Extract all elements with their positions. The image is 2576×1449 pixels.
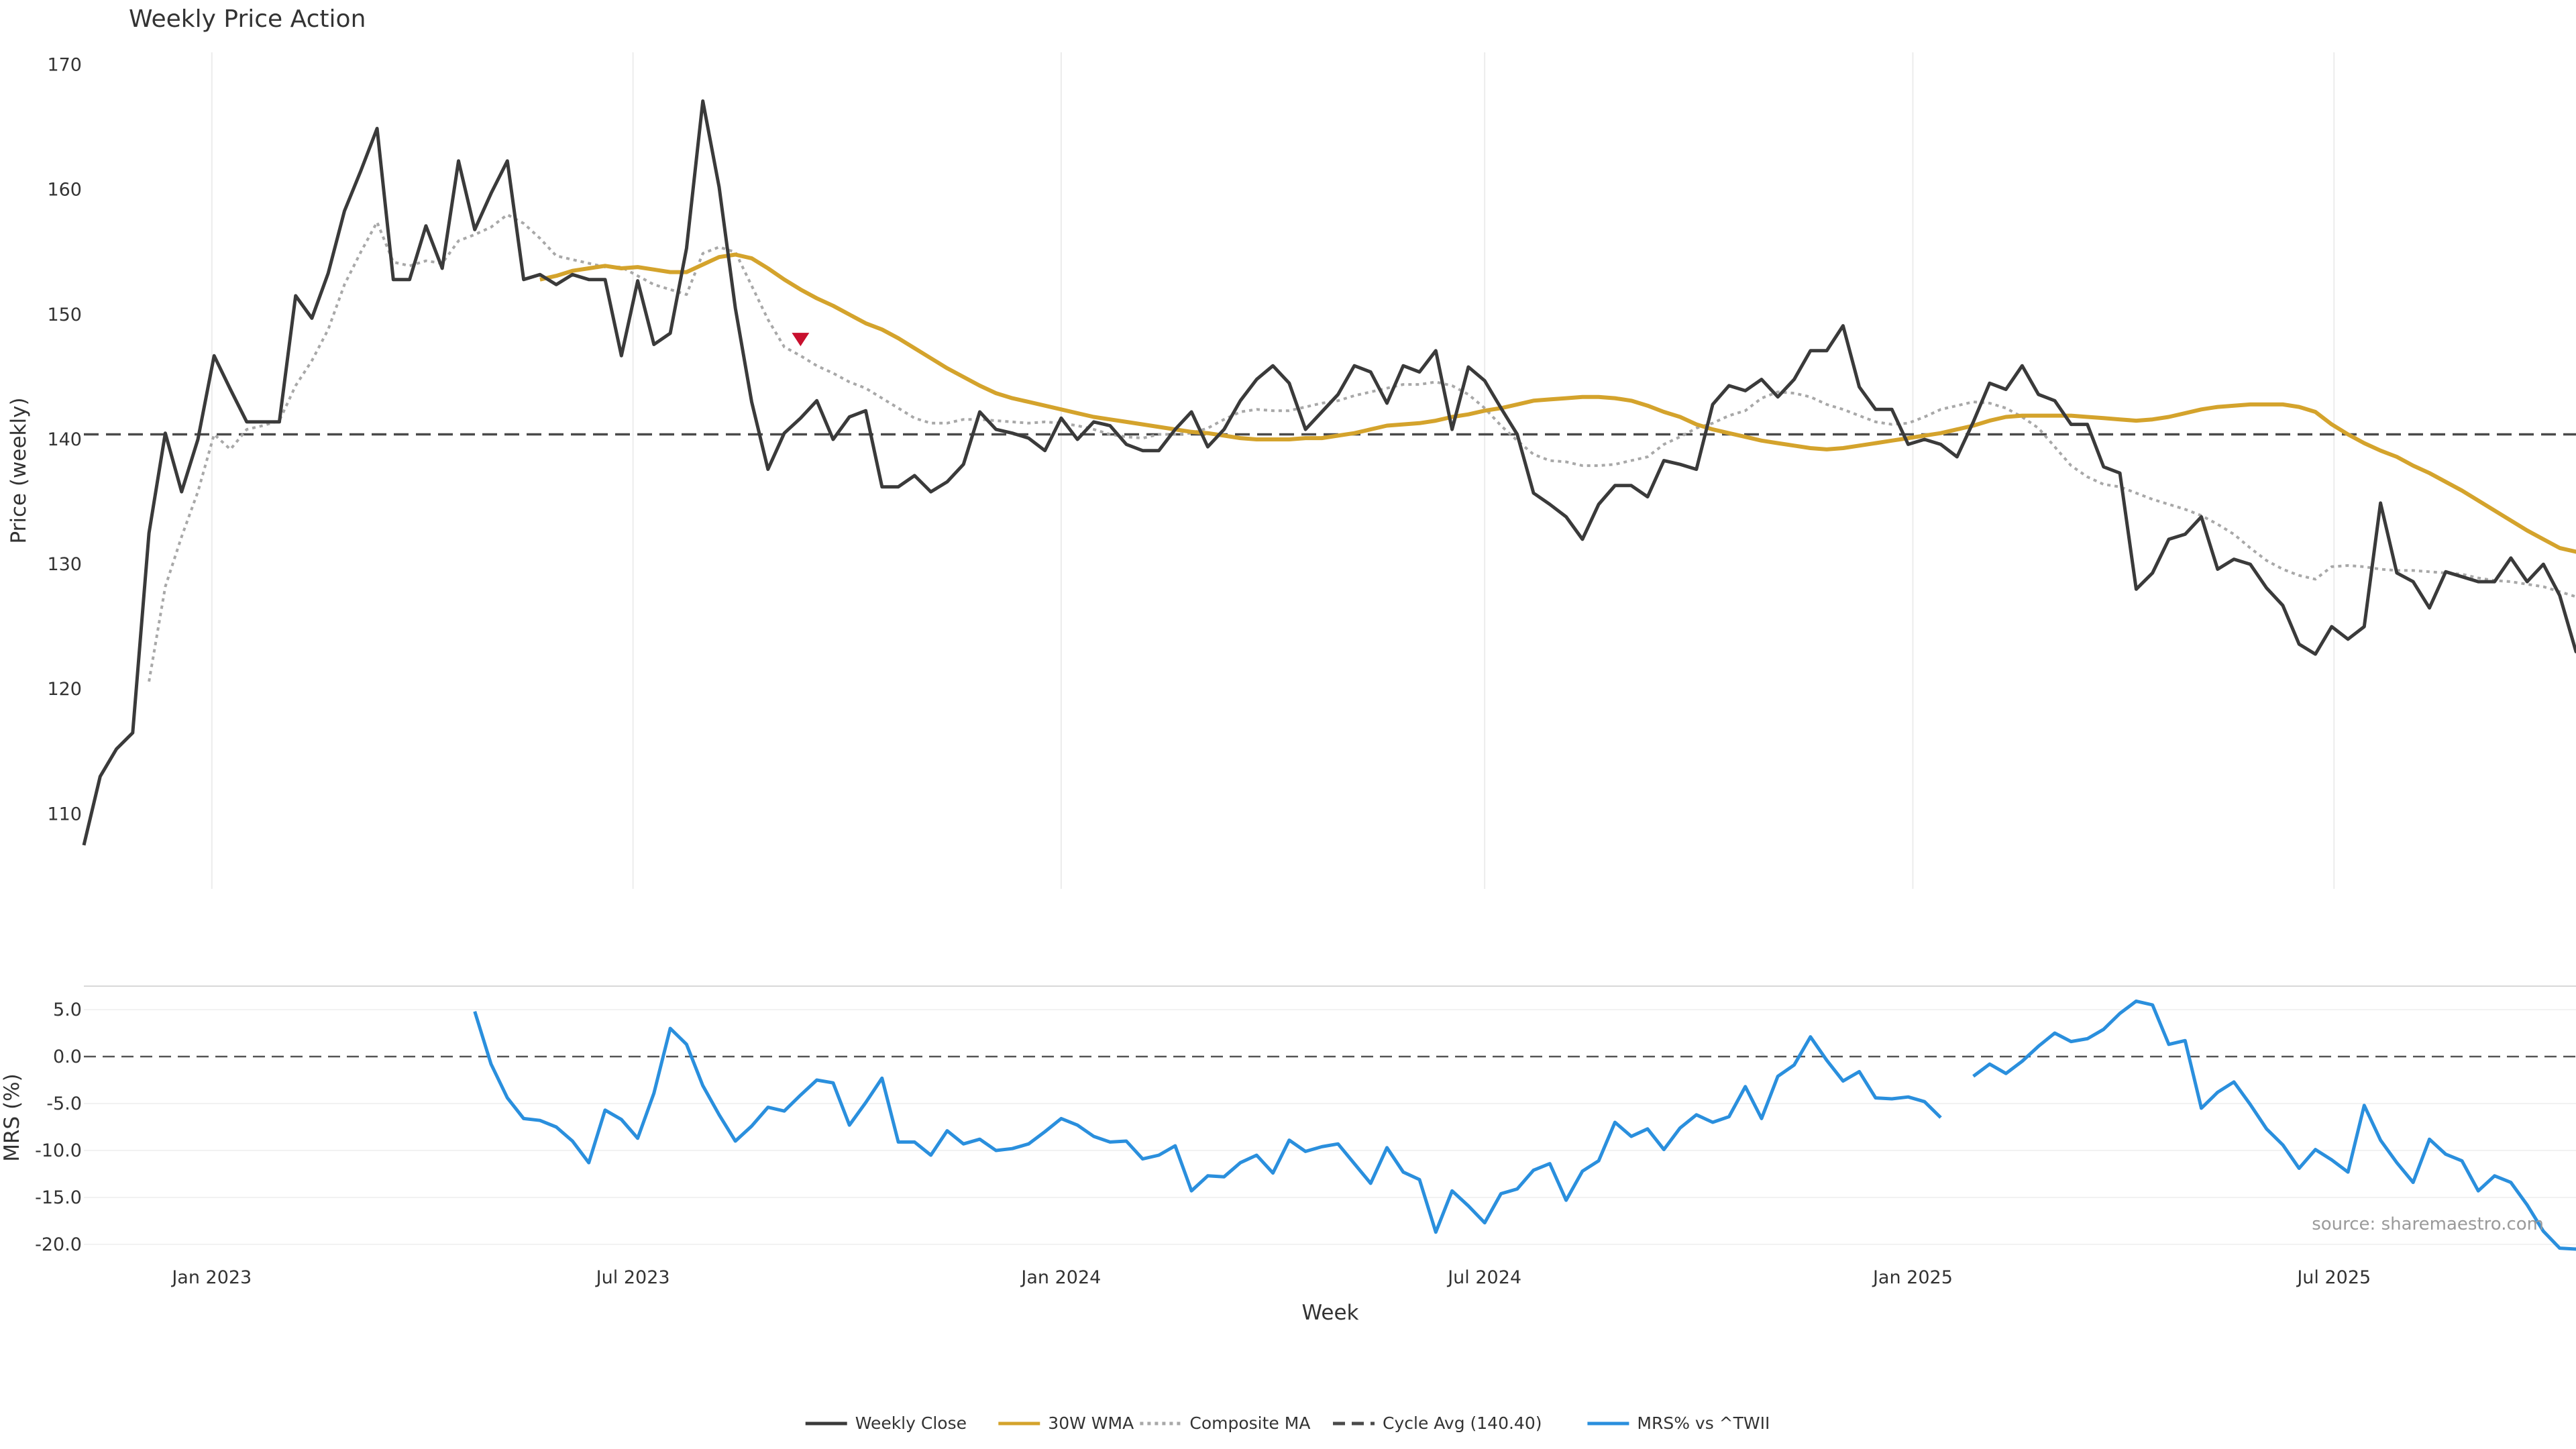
mrs-line <box>473 999 2576 1251</box>
weekly-close-line <box>82 99 2576 846</box>
mrs-y-tick: 5.0 <box>53 1000 82 1020</box>
price-y-tick: 130 <box>47 554 82 575</box>
mrs-y-tick: -10.0 <box>35 1140 82 1161</box>
wma30-line <box>539 252 2576 554</box>
price-y-tick: 170 <box>47 55 82 76</box>
price-y-tick: 110 <box>47 804 82 824</box>
price-y-tick: 140 <box>47 429 82 450</box>
price-y-tick: 150 <box>47 305 82 325</box>
legend-label: Weekly Close <box>855 1413 967 1433</box>
price-y-tick: 160 <box>47 180 82 201</box>
legend-label: Cycle Avg (140.40) <box>1383 1413 1542 1433</box>
price-y-axis-label: Price (weekly) <box>7 397 31 543</box>
x-tick-label: Jan 2024 <box>1020 1267 1101 1288</box>
mrs-y-axis-label: MRS (%) <box>0 1073 24 1161</box>
mrs-y-tick: -5.0 <box>46 1093 82 1114</box>
source-note: source: sharemaestro.com <box>2312 1214 2544 1234</box>
x-axis: Jan 2023 Jul 2023 Jan 2024 Jul 2024 Jan 2025… <box>170 1267 2371 1288</box>
sell-signal-marker <box>792 333 810 347</box>
x-tick-label: Jan 2023 <box>170 1267 252 1288</box>
x-tick-label: Jul 2023 <box>595 1267 670 1288</box>
x-axis-label: Week <box>1302 1301 1359 1325</box>
legend-item: 30W WMA <box>998 1413 1134 1433</box>
legend-label: Composite MA <box>1189 1413 1310 1433</box>
price-y-tick: 120 <box>47 679 82 700</box>
mrs-y-tick: -15.0 <box>35 1187 82 1208</box>
x-tick-label: Jul 2025 <box>2296 1267 2371 1288</box>
mrs-y-tick: -20.0 <box>35 1234 82 1255</box>
composite-ma-line <box>148 213 2576 682</box>
mrs-panel: 5.0 0.0 -5.0 -10.0 -15.0 -20.0 MRS (%) <box>0 985 2576 1255</box>
legend-item: Composite MA <box>1140 1413 1310 1433</box>
legend-label: MRS% vs ^TWII <box>1637 1413 1770 1433</box>
mrs-y-tick: 0.0 <box>53 1046 82 1067</box>
legend-item: MRS% vs ^TWII <box>1587 1413 1770 1433</box>
x-tick-label: Jan 2025 <box>1872 1267 1953 1288</box>
legend-item: Cycle Avg (140.40) <box>1333 1413 1542 1433</box>
legend-item: Weekly Close <box>805 1413 967 1433</box>
legend-label: 30W WMA <box>1048 1413 1134 1433</box>
chart-legend: Weekly Close 30W WMA Composite MA Cycle Avg… <box>805 1413 1770 1433</box>
price-panel: 110 120 130 140 150 160 170 Price (weekly) <box>7 52 2576 889</box>
x-tick-label: Jul 2024 <box>1446 1267 1521 1288</box>
chart-title: Weekly Price Action <box>129 5 366 33</box>
